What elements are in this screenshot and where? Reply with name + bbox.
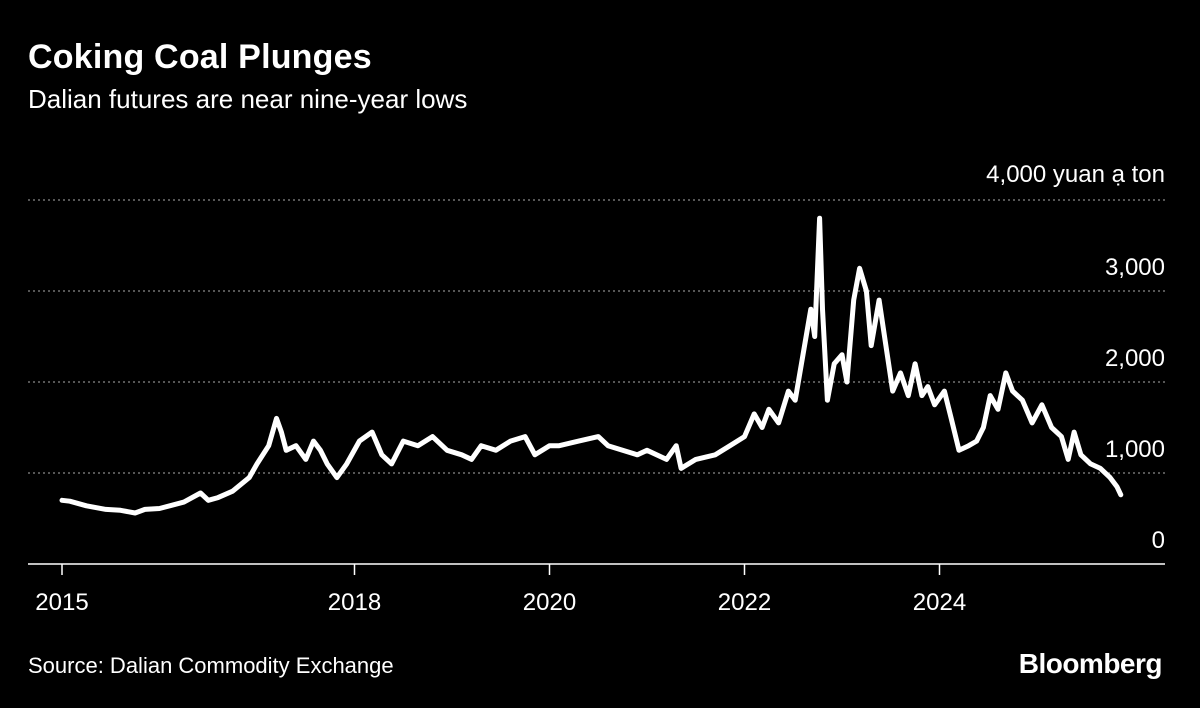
chart-subtitle: Dalian futures are near nine-year lows [28,84,468,114]
x-tick-label: 2018 [328,589,381,616]
series-line [59,215,1124,516]
x-tick-label: 2020 [523,589,576,616]
brand-logo: Bloomberg [1018,648,1163,679]
y-tick-label: 1,000 [1105,436,1165,463]
x-tick-label: 2024 [913,589,966,616]
y-tick-label: 0 [1152,527,1165,554]
y-tick-label: 3,000 [1105,254,1165,281]
y-tick-label: 2,000 [1105,345,1165,372]
y-tick-label: 4,000 yuan ạ ton [986,161,1165,188]
chart-title: Coking Coal Plunges [28,38,372,76]
x-tick-label: 2015 [35,589,88,616]
source-note: Source: Dalian Commodity Exchange [28,653,394,678]
x-tick-label: 2022 [718,589,771,616]
